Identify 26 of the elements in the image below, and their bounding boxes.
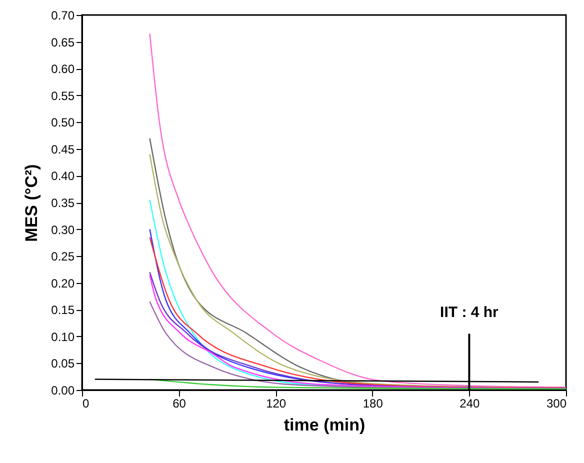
y-tick-label: 0.30 [51, 222, 75, 237]
y-tick-label: 0.40 [51, 169, 75, 184]
y-tick-label: 0.00 [51, 384, 75, 398]
x-tick-label: 0 [82, 396, 90, 410]
y-tick-label: 0.20 [51, 276, 75, 290]
x-tick-label: 60 [172, 396, 186, 410]
y-tick-label: 0.15 [51, 303, 75, 318]
line-series [149, 33, 567, 388]
y-tick-label: 0.50 [51, 116, 75, 130]
y-tick-label: 0.10 [51, 330, 75, 344]
y-tick-label: 0.55 [51, 88, 75, 103]
x-tick-label: 180 [362, 396, 384, 410]
y-tick-label: 0.65 [51, 35, 75, 50]
y-tick-label: 0.25 [51, 250, 75, 264]
y-tick-label: 0.45 [51, 142, 75, 156]
y-tick-label: 0.60 [51, 62, 75, 76]
y-axis-title: MES (°C²) [22, 164, 42, 242]
x-tick-label: 240 [460, 396, 480, 410]
x-tick-label: 120 [266, 396, 286, 410]
y-tick-label: 0.70 [51, 8, 75, 22]
x-axis-title: time (min) [284, 416, 366, 434]
y-tick-label: 0.35 [51, 196, 75, 210]
line-series [149, 378, 567, 390]
annotation: IIT : 4 hr [440, 304, 499, 321]
y-tick-label: 0.05 [51, 356, 75, 371]
x-tick-label: 300 [546, 396, 567, 410]
